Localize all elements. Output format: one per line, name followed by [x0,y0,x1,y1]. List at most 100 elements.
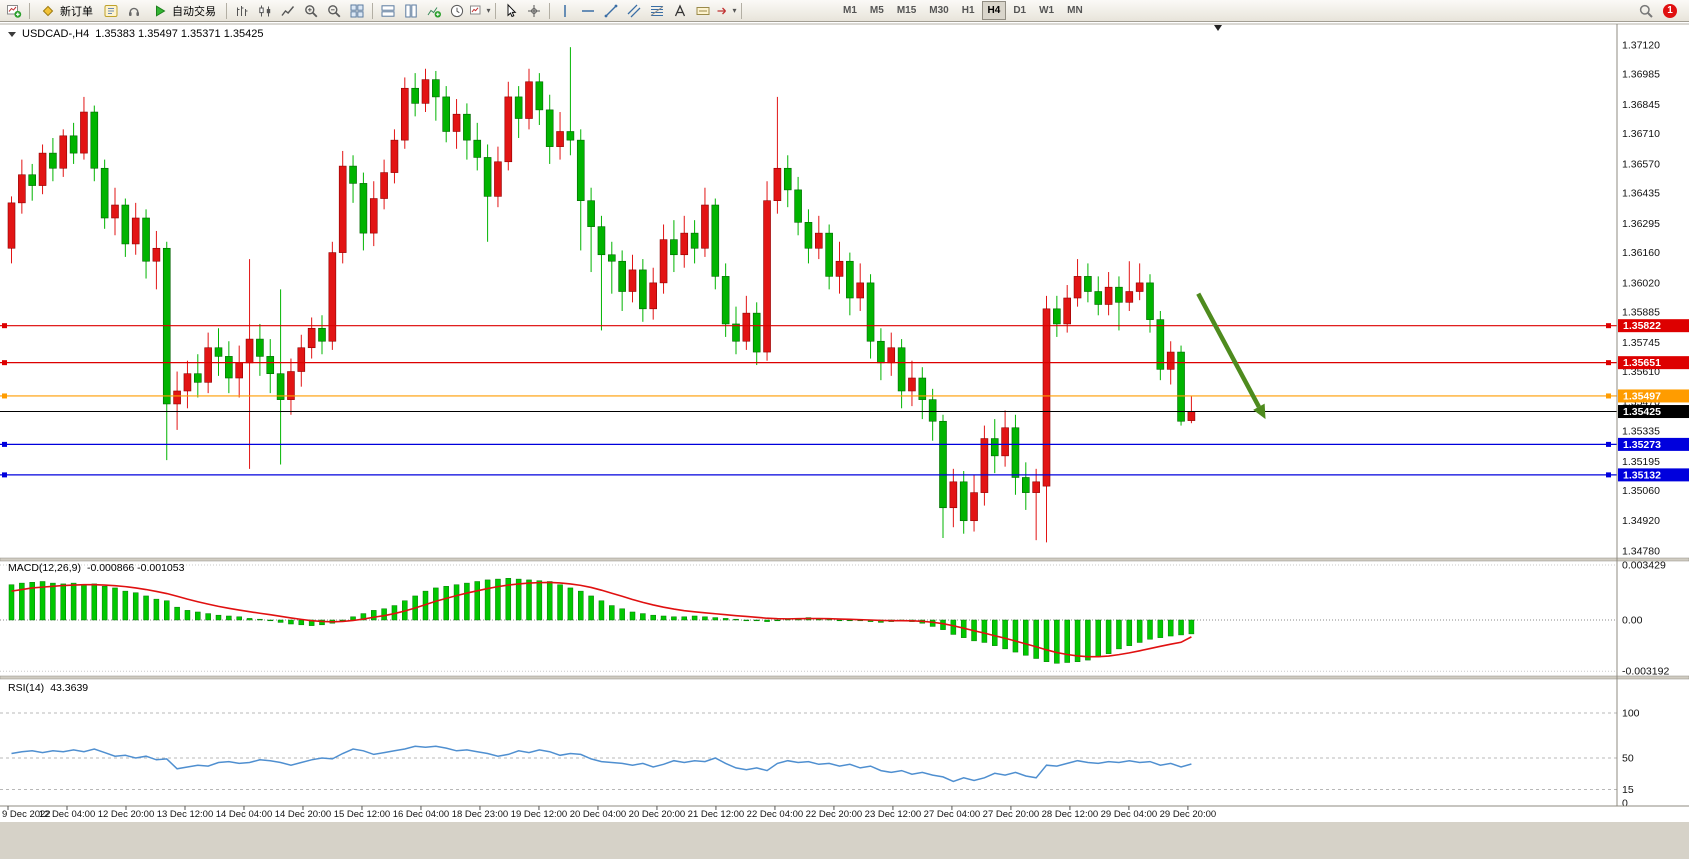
chart-canvas[interactable]: 1.37120 1.36985 1.36845 1.36710 1.36570 1.364… [0,22,1689,859]
svg-text:28 Dec 12:00: 28 Dec 12:00 [1042,809,1099,820]
svg-text:20 Dec 04:00: 20 Dec 04:00 [570,809,627,820]
svg-text:20 Dec 20:00: 20 Dec 20:00 [629,809,686,820]
svg-text:14 Dec 20:00: 14 Dec 20:00 [275,809,332,820]
svg-text:1.35651: 1.35651 [1623,357,1661,369]
price-line-1-35651[interactable]: 1.35651 [0,356,1689,370]
diamond-icon [40,3,56,19]
cursor-icon[interactable] [500,1,522,20]
svg-text:1.36985: 1.36985 [1622,69,1660,81]
autotrading-button-label: 自动交易 [172,5,216,18]
play-icon [152,3,168,19]
svg-text:1.35425: 1.35425 [1623,406,1661,418]
candlestick-chart-icon[interactable] [254,1,276,20]
timeframe-h4-button[interactable]: H4 [981,1,1007,20]
equidistant-channel-icon[interactable] [623,1,645,20]
macd-pane [0,564,1617,672]
text-label-icon[interactable] [692,1,714,20]
chart-shift-marker[interactable] [1214,25,1222,31]
svg-text:1.35497: 1.35497 [1623,390,1661,402]
splitter-macd-rsi[interactable] [0,675,1689,680]
timeframe-h1-button[interactable]: H1 [961,5,975,16]
crosshair-icon[interactable] [523,1,545,20]
timeframe-m5-button[interactable]: M5 [869,5,884,16]
bottom-margin [0,822,1689,859]
price-line-1-35273[interactable]: 1.35273 [0,437,1689,451]
toolbar-separator [549,2,550,19]
timeframe-m1-button[interactable]: M1 [843,5,857,16]
new-order-button-label: 新订单 [60,5,93,18]
svg-text:1.36020: 1.36020 [1622,277,1660,289]
svg-text:14 Dec 04:00: 14 Dec 04:00 [216,809,273,820]
svg-text:16 Dec 04:00: 16 Dec 04:00 [393,809,450,820]
svg-text:12 Dec 04:00: 12 Dec 04:00 [39,809,96,820]
svg-text:13 Dec 12:00: 13 Dec 12:00 [157,809,214,820]
trend-arrow[interactable] [1196,292,1266,420]
timeframe-d1-button[interactable]: D1 [1013,5,1027,16]
arrows-icon[interactable]: ▾ [715,1,737,20]
svg-text:0.003429: 0.003429 [1622,560,1666,572]
text-icon[interactable] [669,1,691,20]
line-chart-icon[interactable] [277,1,299,20]
svg-text:-0.003192: -0.003192 [1622,666,1669,678]
svg-text:27 Dec 04:00: 27 Dec 04:00 [924,809,981,820]
svg-text:1.37120: 1.37120 [1622,40,1660,52]
new-chart-icon[interactable] [3,1,25,20]
svg-text:22 Dec 20:00: 22 Dec 20:00 [806,809,863,820]
notification-badge[interactable]: 1 [1663,3,1677,18]
svg-text:23 Dec 12:00: 23 Dec 12:00 [865,809,922,820]
timeframe-w1-button[interactable]: W1 [1039,5,1055,16]
svg-text:21 Dec 12:00: 21 Dec 12:00 [688,809,745,820]
zoom-in-icon[interactable] [300,1,322,20]
zoom-out-icon[interactable] [323,1,345,20]
svg-text:29 Dec 04:00: 29 Dec 04:00 [1101,809,1158,820]
svg-text:1.35885: 1.35885 [1622,307,1660,319]
rsi-value: 43.3639 [50,682,89,694]
macd-values: -0.000866 -0.001053 [86,562,185,574]
horizontal-line-icon[interactable] [577,1,599,20]
price-line-1-35497[interactable]: 1.35497 [0,389,1689,403]
macd-signal-line [11,581,1192,658]
trendline-icon[interactable] [600,1,622,20]
timeframe-m15-button[interactable]: M15 [896,5,917,16]
tile-windows-icon[interactable] [346,1,368,20]
timeframe-m30-button[interactable]: M30 [929,5,949,16]
autotrading-button[interactable]: 自动交易 [146,1,222,20]
rsi-line [11,745,1192,783]
price-line-1-35132[interactable]: 1.35132 [0,468,1689,482]
svg-text:12 Dec 20:00: 12 Dec 20:00 [98,809,155,820]
metaeditor-icon[interactable] [100,1,122,20]
svg-text:1.36570: 1.36570 [1622,158,1660,170]
search-icon[interactable] [1635,1,1657,20]
fibonacci-icon[interactable] [646,1,668,20]
bar-chart-icon[interactable] [231,1,253,20]
svg-text:1.34780: 1.34780 [1622,546,1660,558]
new-order-button[interactable]: 新订单 [34,1,99,20]
svg-text:1.35335: 1.35335 [1622,425,1660,437]
rsi-pane [0,712,1617,790]
timeframe-mn-button[interactable]: MN [1067,5,1083,16]
period-icon[interactable] [446,1,468,20]
svg-text:1.35195: 1.35195 [1622,456,1660,468]
price-line-1-35822[interactable]: 1.35822 [0,319,1689,333]
svg-text:15: 15 [1622,784,1634,796]
vertical-line-icon[interactable] [554,1,576,20]
splitter-main-macd[interactable] [0,557,1689,562]
svg-text:1.36435: 1.36435 [1622,188,1660,200]
templates-icon[interactable]: ▾ [469,1,491,20]
svg-text:22 Dec 04:00: 22 Dec 04:00 [747,809,804,820]
add-indicator-icon[interactable] [423,1,445,20]
toolbar-separator [372,2,373,19]
arrange-horizontal-icon[interactable] [377,1,399,20]
svg-text:1.36160: 1.36160 [1622,247,1660,259]
sound-icon[interactable] [123,1,145,20]
rsi-axis: 100 50 15 0 [1622,708,1640,810]
svg-text:1.34920: 1.34920 [1622,515,1660,527]
svg-text:50: 50 [1622,753,1634,765]
ohlc-values: 1.35383 1.35497 1.35371 1.35425 [95,28,264,40]
candlestick-series [7,47,1196,543]
symbol-dropdown-icon[interactable] [8,31,16,37]
arrange-vertical-icon[interactable] [400,1,422,20]
macd-histogram [8,578,1195,664]
chart-window: 1.37120 1.36985 1.36845 1.36710 1.36570 1.364… [0,22,1689,859]
